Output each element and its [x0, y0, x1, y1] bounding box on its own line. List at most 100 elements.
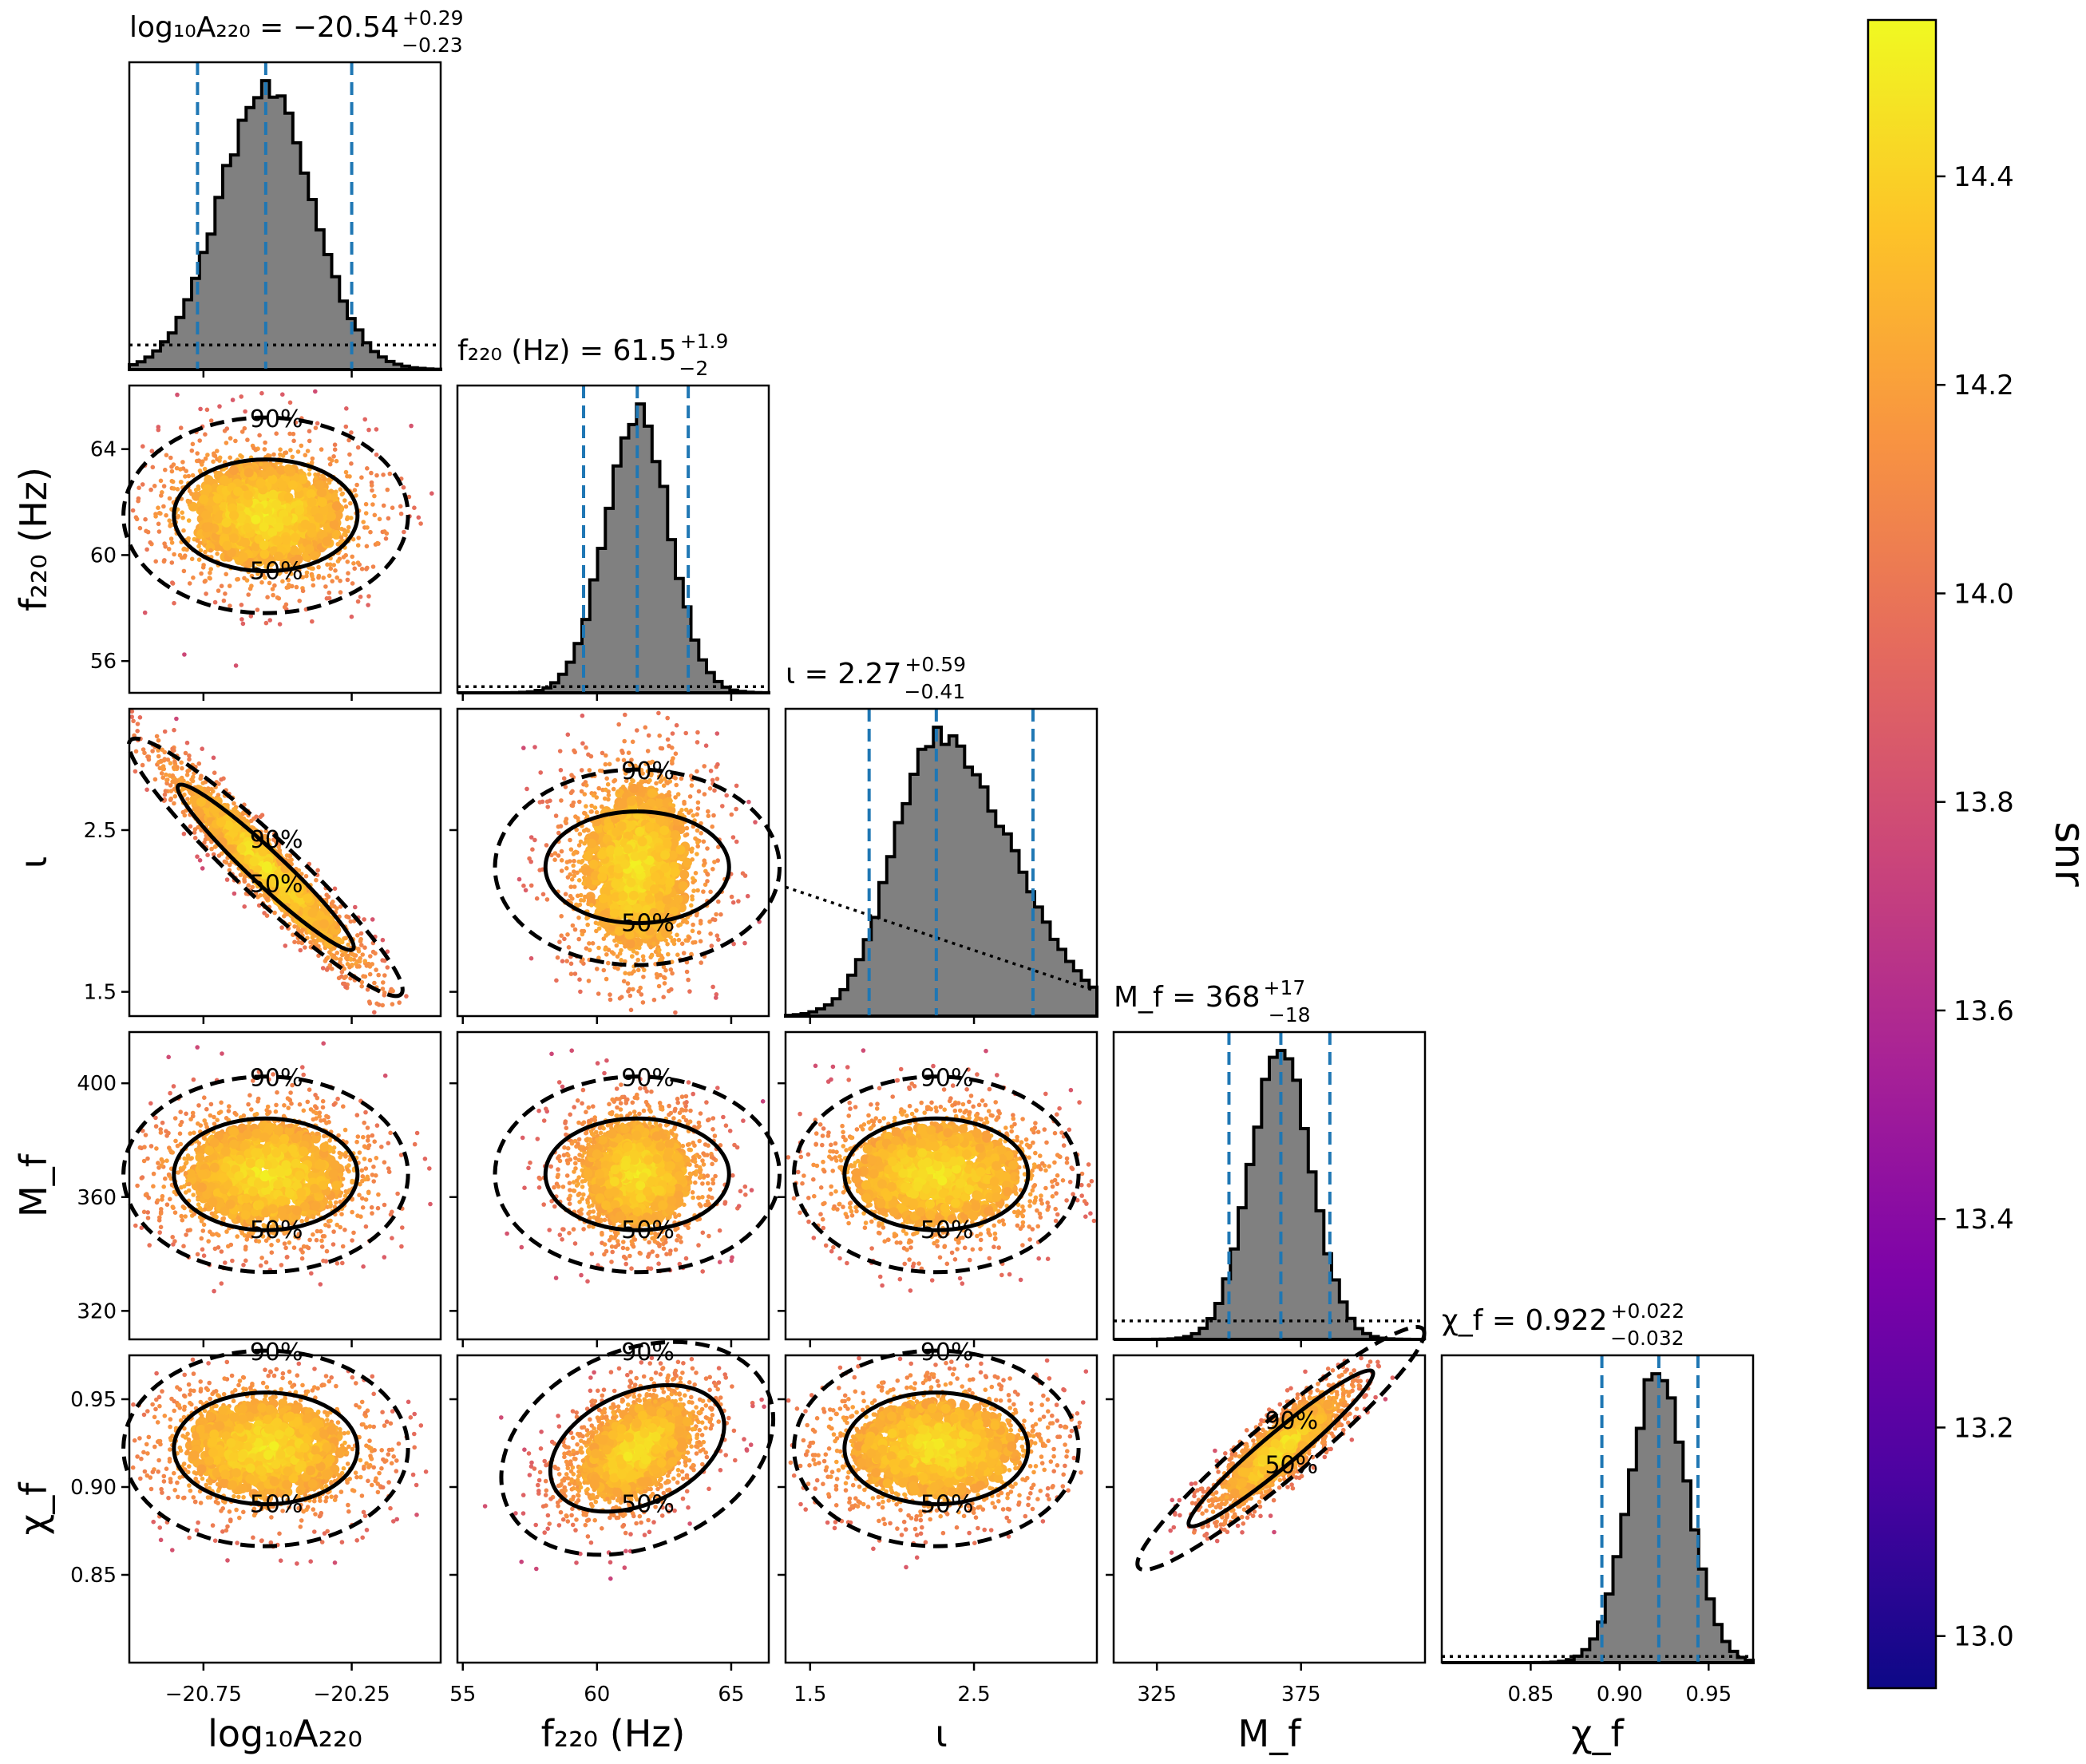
scatter-point: [576, 916, 581, 920]
scatter-point: [279, 925, 284, 930]
scatter-point: [596, 926, 602, 931]
scatter-point: [351, 561, 356, 566]
scatter-point: [166, 547, 172, 552]
scatter-point: [674, 722, 679, 728]
scatter-point: [695, 740, 700, 745]
scatter-point: [140, 762, 145, 768]
scatter-point: [362, 917, 366, 922]
scatter-point: [189, 777, 194, 782]
scatter-point: [626, 877, 636, 888]
scatter-point: [322, 477, 327, 482]
scatter-point: [158, 1211, 164, 1216]
scatter-point: [374, 473, 379, 478]
scatter-point: [601, 936, 607, 941]
scatter-point: [553, 813, 559, 818]
scatter-point: [708, 931, 713, 936]
scatter-point: [156, 505, 160, 510]
scatter-point: [170, 580, 175, 585]
scatter-point: [135, 722, 141, 726]
scatter-point: [152, 484, 157, 488]
scatter-point: [366, 1190, 371, 1196]
scatter-point: [162, 541, 167, 546]
scatter-point: [323, 584, 328, 589]
scatter-point: [330, 579, 335, 583]
scatter-point: [354, 964, 360, 969]
scatter-point: [714, 995, 718, 1000]
scatter-point: [320, 1098, 326, 1104]
scatter-point: [228, 465, 239, 476]
scatter-point: [200, 866, 205, 871]
scatter-point: [689, 903, 694, 908]
scatter-point: [243, 468, 254, 478]
scatter-point: [303, 873, 309, 879]
scatter-point: [311, 938, 317, 943]
scatter-point: [159, 759, 164, 764]
scatter-point: [366, 594, 371, 599]
scatter-point: [238, 872, 243, 877]
scatter-point: [283, 602, 289, 607]
scatter-point: [370, 962, 375, 967]
scatter-point: [170, 1235, 175, 1240]
scatter-point: [311, 1232, 315, 1237]
scatter-point: [319, 1238, 324, 1244]
scatter-point: [612, 779, 616, 784]
scatter-point: [587, 941, 592, 946]
scatter-point: [300, 520, 311, 529]
scatter-point: [164, 1129, 168, 1133]
scatter-point: [734, 783, 739, 789]
scatter-point: [253, 447, 259, 453]
scatter-point: [254, 503, 264, 513]
scatter-point: [712, 788, 717, 793]
scatter-point: [239, 394, 244, 399]
scatter-point: [611, 786, 616, 792]
scatter-point: [742, 873, 748, 878]
scatter-point: [224, 441, 229, 445]
scatter-point: [563, 892, 568, 896]
scatter-point: [275, 595, 280, 600]
scatter-point: [154, 1146, 159, 1151]
scatter-point: [346, 915, 351, 920]
scatter-point: [186, 473, 192, 479]
scatter-point: [373, 951, 378, 956]
scatter-point: [242, 425, 247, 431]
scatter-point: [334, 956, 338, 961]
scatter-point: [695, 769, 699, 774]
scatter-point: [171, 462, 176, 467]
scatter-point: [203, 549, 208, 555]
scatter-point: [646, 733, 651, 738]
scatter-point: [159, 771, 164, 776]
scatter-point: [274, 522, 284, 532]
scatter-point: [359, 943, 364, 947]
scatter-point: [638, 851, 648, 860]
scatter-point: [679, 941, 685, 947]
scatter-point: [604, 776, 609, 781]
scatter-point: [666, 951, 671, 957]
scatter-point: [566, 945, 572, 950]
scatter-point: [137, 715, 143, 720]
title-f220: f₂₂₀ (Hz) = 61.5 +1.9 −2: [457, 330, 728, 380]
scatter-point: [521, 746, 526, 750]
scatter-point: [325, 562, 330, 568]
scatter-point: [570, 789, 575, 794]
scatter-point: [143, 1133, 148, 1137]
scatter-point: [224, 572, 229, 577]
scatter-point: [715, 761, 720, 767]
scatter-point: [587, 947, 592, 953]
scatter-point: [641, 958, 646, 963]
scatter-point: [358, 936, 363, 942]
scatter-point: [358, 594, 363, 599]
scatter-point: [303, 893, 313, 904]
scatter-point: [294, 584, 299, 590]
scatter-point: [208, 1102, 214, 1107]
scatter-point: [630, 739, 635, 745]
scatter-point: [281, 535, 291, 545]
scatter-point: [234, 1112, 239, 1117]
scatter-point: [657, 733, 662, 738]
scatter-point: [208, 567, 214, 572]
scatter-point: [205, 453, 210, 457]
scatter-point: [317, 488, 327, 497]
scatter-point: [683, 938, 688, 943]
scatter-point: [331, 530, 342, 540]
scatter-point: [635, 957, 640, 963]
scatter-point: [306, 488, 316, 499]
